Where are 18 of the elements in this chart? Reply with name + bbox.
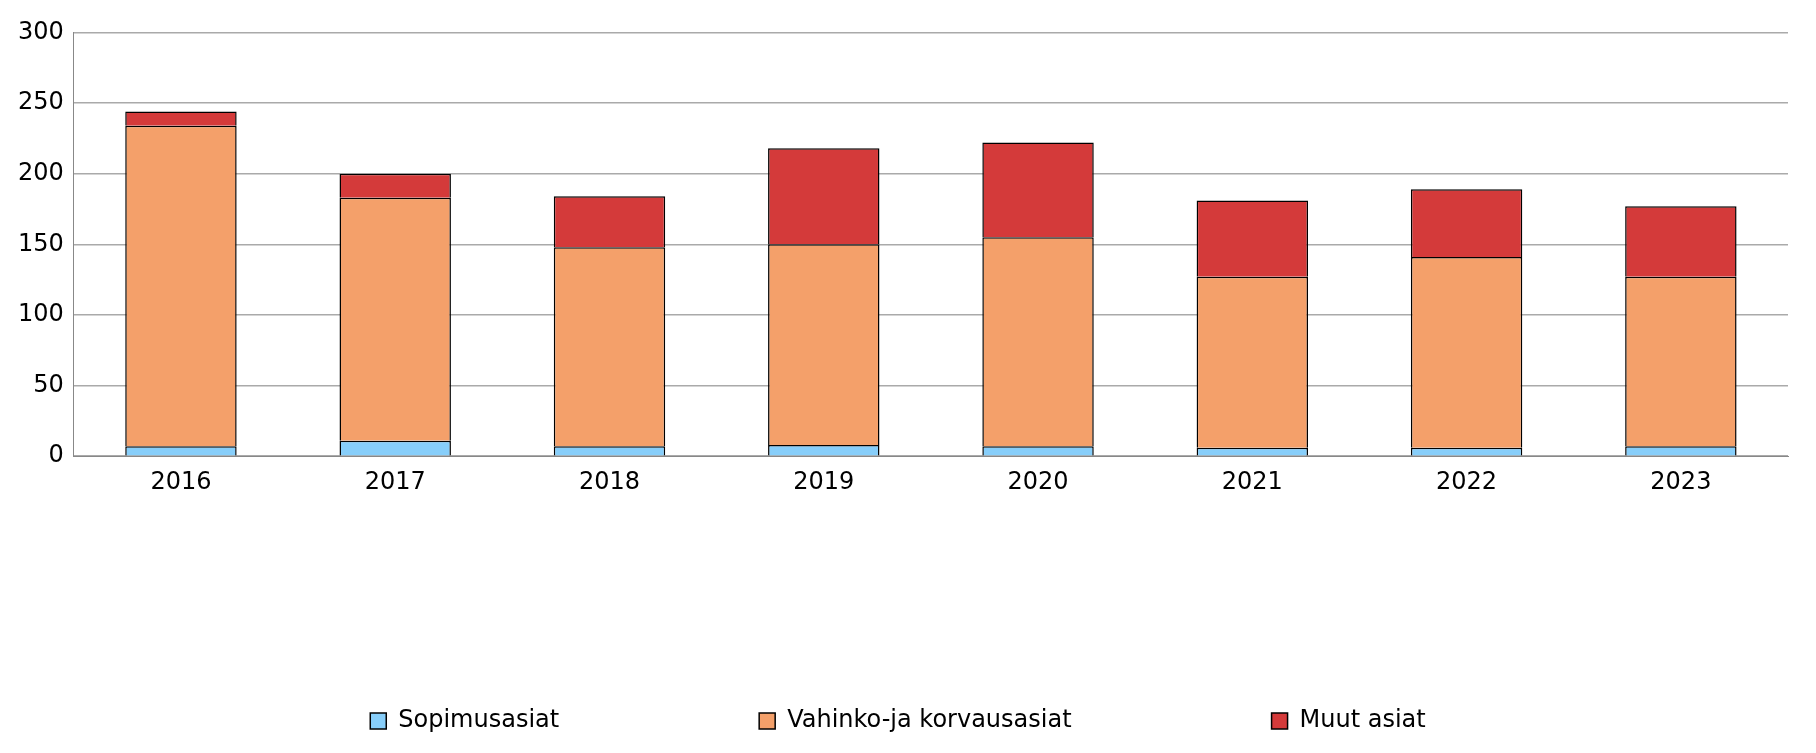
y-tick-label: 50 [33, 369, 64, 398]
x-tick-label: 2020 [1007, 466, 1069, 495]
legend-label: Vahinko-ja korvausasiat [787, 705, 1072, 734]
y-tick-label: 150 [18, 228, 64, 257]
x-tick-label: 2018 [578, 466, 641, 495]
legend-label: Muut asiat [1299, 705, 1426, 734]
legend-label: Sopimusasiat [398, 705, 560, 734]
x-tick-label: 2019 [793, 466, 855, 495]
y-tick-label: 300 [18, 16, 64, 45]
x-tick-label: 2017 [364, 466, 426, 495]
y-tick-label: 200 [18, 157, 64, 186]
x-tick-label: 2021 [1221, 466, 1283, 495]
x-tick-label: 2023 [1650, 466, 1712, 495]
x-tick-label: 2022 [1436, 466, 1498, 495]
y-tick-label: 250 [18, 87, 64, 116]
y-tick-label: 100 [18, 299, 64, 328]
y-tick-label: 0 [48, 440, 64, 469]
x-tick-label: 2016 [150, 466, 212, 495]
